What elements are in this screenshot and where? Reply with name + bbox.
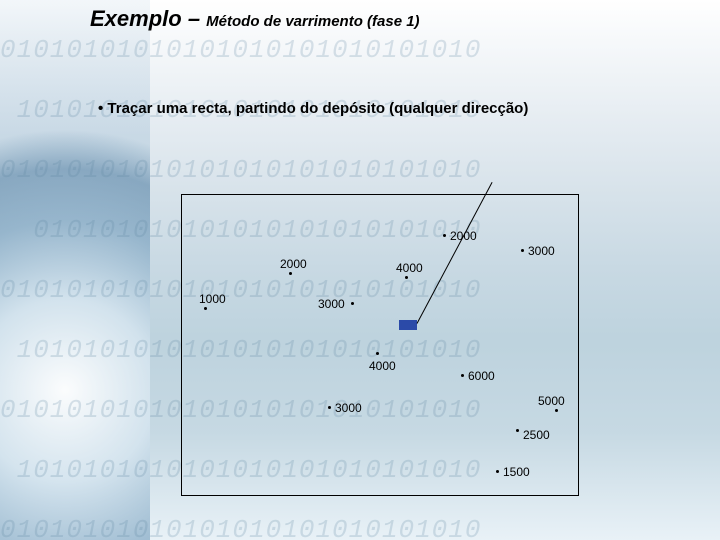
data-point-label: 2500 bbox=[523, 428, 550, 442]
data-point bbox=[204, 307, 207, 310]
data-point-label: 5000 bbox=[538, 394, 565, 408]
data-point-label: 2000 bbox=[280, 257, 307, 271]
title-sub: Método de varrimento bbox=[206, 13, 367, 30]
data-point bbox=[496, 470, 499, 473]
slide-root: 01010101010101010101010101010 1010101010… bbox=[0, 0, 720, 540]
data-point bbox=[376, 352, 379, 355]
data-point bbox=[328, 406, 331, 409]
data-point bbox=[461, 374, 464, 377]
data-point bbox=[443, 234, 446, 237]
title-main: Exemplo bbox=[90, 6, 182, 31]
data-point-label: 4000 bbox=[396, 261, 423, 275]
data-point-label: 2000 bbox=[450, 229, 477, 243]
plot-area: 1000 2000 2000 3000 4000 3000 4000 3000 6000 5000… bbox=[181, 194, 579, 496]
bg-globe-decor bbox=[0, 0, 150, 540]
data-point bbox=[405, 276, 408, 279]
data-point-label: 3000 bbox=[318, 297, 345, 311]
slide-title: Exemplo – Método de varrimento (fase 1) bbox=[90, 6, 420, 32]
data-point-label: 1000 bbox=[199, 292, 226, 306]
title-phase: (fase 1) bbox=[367, 13, 420, 30]
data-point bbox=[555, 409, 558, 412]
data-point bbox=[521, 249, 524, 252]
data-point-label: 6000 bbox=[468, 369, 495, 383]
data-point-label: 3000 bbox=[528, 244, 555, 258]
data-point-label: 3000 bbox=[335, 401, 362, 415]
data-point-label: 1500 bbox=[503, 465, 530, 479]
data-point bbox=[516, 429, 519, 432]
sweep-line bbox=[417, 182, 493, 324]
bullet-text: • Traçar uma recta, partindo do depósito… bbox=[98, 100, 528, 117]
data-point bbox=[351, 302, 354, 305]
data-point bbox=[289, 272, 292, 275]
title-dash: – bbox=[182, 6, 206, 31]
depot-marker bbox=[399, 320, 417, 330]
data-point-label: 4000 bbox=[369, 359, 396, 373]
